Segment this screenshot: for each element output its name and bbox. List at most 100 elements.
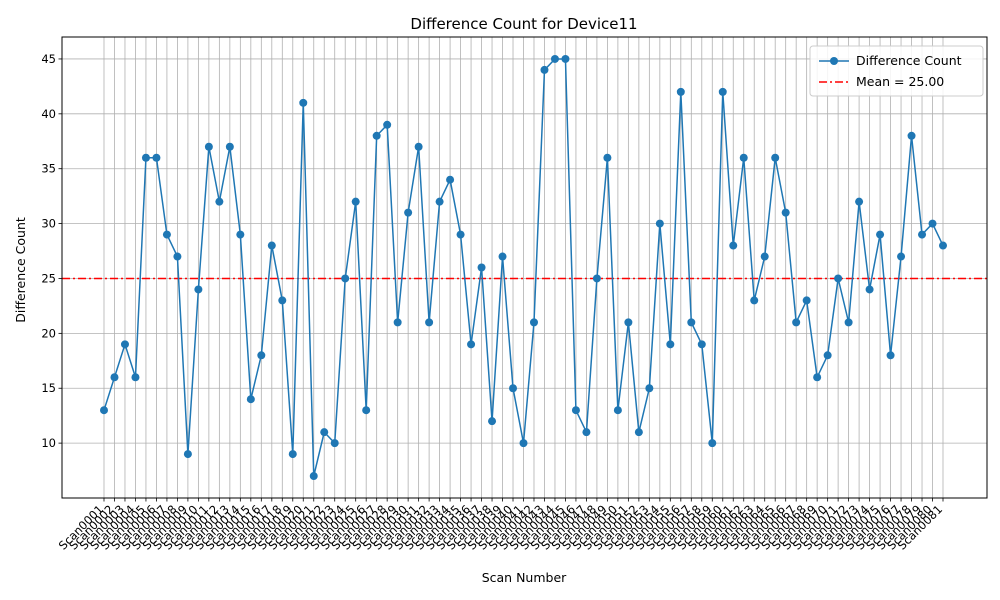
x-axis-label: Scan Number: [482, 570, 567, 585]
data-point: [414, 142, 423, 151]
data-point: [855, 197, 864, 206]
data-point: [267, 241, 276, 250]
y-tick-label: 10: [41, 436, 56, 450]
y-axis-ticks: 10 15 20 25 30 35 40 45: [41, 52, 62, 450]
data-point: [110, 373, 119, 382]
data-point: [456, 230, 465, 239]
y-axis-label: Difference Count: [13, 217, 28, 323]
data-point: [299, 98, 308, 107]
data-point: [928, 219, 937, 228]
data-point: [225, 142, 234, 151]
data-point: [645, 384, 654, 393]
data-point: [288, 450, 297, 459]
data-point: [939, 241, 947, 250]
data-point: [446, 175, 455, 184]
data-point: [718, 87, 727, 96]
data-point: [309, 472, 318, 481]
plot-frame: [61, 36, 988, 499]
data-point: [509, 384, 518, 393]
y-tick-label: 15: [41, 381, 56, 395]
data-point: [236, 230, 245, 239]
data-point: [876, 230, 885, 239]
data-point: [834, 274, 843, 283]
data-point: [750, 296, 759, 305]
data-point: [582, 428, 591, 437]
y-tick-label: 30: [41, 217, 56, 231]
data-point: [404, 208, 413, 217]
data-point: [351, 197, 360, 206]
data-point: [844, 318, 853, 327]
data-point: [477, 263, 486, 272]
data-point: [141, 153, 150, 162]
data-point: [362, 406, 371, 415]
data-point: [897, 252, 906, 261]
data-point: [529, 318, 538, 327]
data-point: [729, 241, 738, 250]
data-point: [488, 417, 497, 426]
data-point: [257, 351, 266, 360]
data-point: [907, 131, 916, 140]
legend-mean-label: Mean = 25.00: [856, 74, 944, 89]
data-point: [823, 351, 832, 360]
data-point: [540, 65, 549, 74]
y-tick-label: 45: [41, 52, 56, 66]
data-point: [687, 318, 696, 327]
data-point: [792, 318, 801, 327]
data-point: [886, 351, 895, 360]
data-point: [330, 439, 339, 448]
data-point: [813, 373, 822, 382]
legend-series-marker: [830, 57, 838, 65]
y-tick-label: 40: [41, 107, 56, 121]
grid-lines: [62, 37, 987, 498]
data-point: [152, 153, 161, 162]
data-point: [131, 373, 140, 382]
data-point: [120, 340, 129, 349]
data-point: [918, 230, 927, 239]
data-point: [550, 54, 559, 63]
data-point: [655, 219, 664, 228]
data-point: [372, 131, 381, 140]
data-point: [760, 252, 769, 261]
legend-frame: [809, 45, 984, 97]
data-point: [393, 318, 402, 327]
data-point: [697, 340, 706, 349]
data-point: [739, 153, 748, 162]
data-point: [624, 318, 633, 327]
data-point: [666, 340, 675, 349]
data-point: [519, 439, 528, 448]
data-point: [498, 252, 507, 261]
data-point: [613, 406, 622, 415]
data-point: [278, 296, 287, 305]
data-point: [771, 153, 780, 162]
data-point: [571, 406, 580, 415]
data-point: [781, 208, 790, 217]
data-point: [204, 142, 213, 151]
data-point: [435, 197, 444, 206]
data-point: [100, 406, 108, 415]
legend-series-label: Difference Count: [856, 53, 962, 68]
data-point: [173, 252, 182, 261]
data-point: [341, 274, 350, 283]
y-tick-label: 25: [41, 271, 56, 285]
data-point: [802, 296, 811, 305]
data-point: [162, 230, 171, 239]
data-point: [634, 428, 643, 437]
data-point: [561, 54, 570, 63]
data-point: [467, 340, 476, 349]
data-point: [320, 428, 329, 437]
data-point: [603, 153, 612, 162]
data-point: [676, 87, 685, 96]
data-point: [246, 395, 255, 404]
data-point: [383, 120, 392, 129]
data-point: [592, 274, 601, 283]
data-point: [215, 197, 224, 206]
y-tick-label: 20: [41, 326, 56, 340]
x-axis-ticks: Scan0001Scan0002Scan0003Scan0004Scan0005…: [56, 498, 945, 553]
chart-title: Difference Count for Device11: [410, 15, 637, 33]
data-point: [708, 439, 717, 448]
data-point: [425, 318, 434, 327]
data-point: [194, 285, 203, 294]
legend: Difference Count Mean = 25.00: [809, 45, 984, 97]
data-point: [865, 285, 874, 294]
